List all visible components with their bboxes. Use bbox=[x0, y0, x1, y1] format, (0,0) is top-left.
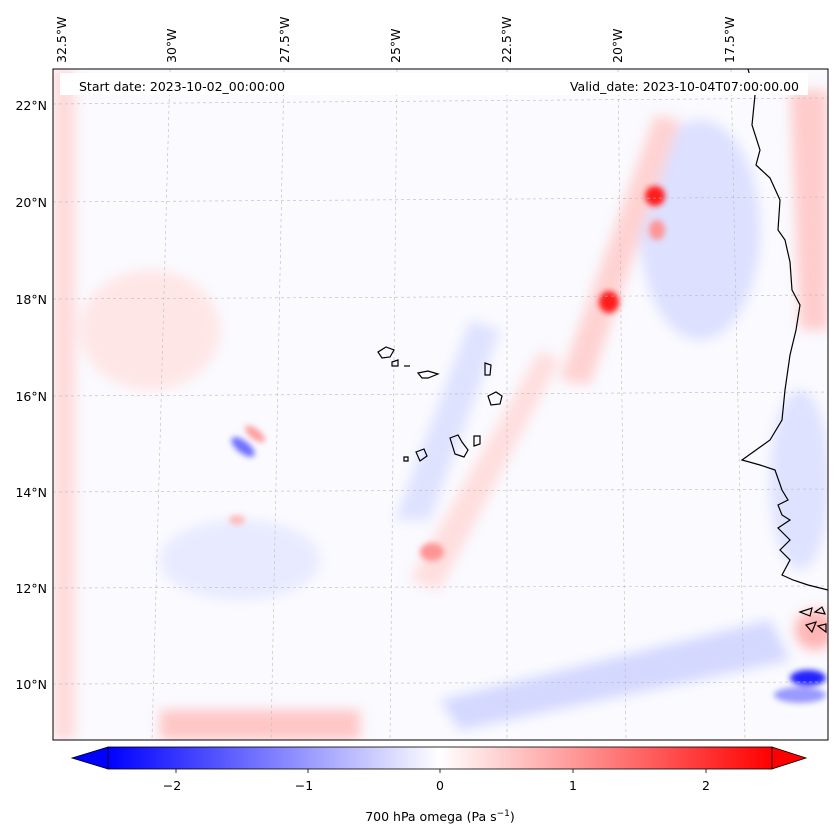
field-right-edge-positive bbox=[790, 90, 828, 330]
island-sao-nicolau bbox=[416, 370, 440, 379]
lon-label-22-5w: 22.5°W bbox=[499, 17, 514, 63]
colorbar-label: 700 hPa omega (Pa s−1) bbox=[365, 809, 515, 824]
graticule bbox=[53, 69, 828, 740]
field-min-southeast bbox=[790, 670, 826, 686]
coastlines bbox=[377, 69, 828, 634]
island-brava bbox=[403, 456, 409, 462]
colorbar-ticklabel-1: 1 bbox=[569, 778, 577, 793]
colorbar-body bbox=[107, 746, 773, 770]
island-sao-vicente bbox=[391, 359, 399, 367]
colorbar-extend-min bbox=[70, 746, 109, 770]
gridline-lon-17-5w bbox=[730, 69, 746, 740]
lat-label-20n: 20°N bbox=[15, 195, 47, 210]
field-bottom-band-positive bbox=[160, 710, 360, 740]
coast-islands-bijagos bbox=[798, 606, 827, 634]
field-northeast-negative bbox=[640, 120, 760, 340]
lon-label-20w: 20°W bbox=[610, 28, 625, 63]
field-central-ridge-negative bbox=[395, 320, 500, 520]
colorbar-label-close: ) bbox=[510, 809, 515, 824]
map-frame bbox=[52, 68, 829, 741]
island-sal bbox=[484, 362, 492, 376]
field-max-upper bbox=[645, 186, 665, 206]
field-coast-negative bbox=[770, 390, 828, 570]
field-min-southeast-halo bbox=[774, 687, 826, 703]
field-max-lower bbox=[599, 291, 619, 313]
start-date-label: Start date: 2023-10-02_00:00:00 bbox=[79, 79, 285, 94]
colorbar-extend-max bbox=[771, 746, 808, 770]
field-upper-secondary bbox=[649, 220, 665, 240]
gridline-lon-20w bbox=[617, 69, 627, 740]
field-wave-positive bbox=[245, 425, 265, 443]
lon-label-27-5w: 27.5°W bbox=[277, 17, 292, 63]
lon-label-17-5w: 17.5°W bbox=[722, 17, 737, 63]
field-wave-positive-2 bbox=[229, 515, 245, 525]
gridline-lon-25w bbox=[389, 69, 398, 740]
colorbar-ticklabel-2: 2 bbox=[702, 778, 710, 793]
field-wave-negative bbox=[231, 437, 255, 457]
gridline-lon-27-5w bbox=[270, 69, 285, 740]
island-santo-antao bbox=[377, 346, 395, 359]
lon-label-25w: 25°W bbox=[388, 28, 403, 63]
omega-field bbox=[53, 69, 828, 740]
lat-label-14n: 14°N bbox=[15, 485, 47, 500]
island-fogo bbox=[415, 448, 428, 462]
latitude-labels: 22°N 20°N 18°N 16°N 14°N 12°N 10°N bbox=[15, 98, 47, 692]
colorbar-ticklabel-neg2: −2 bbox=[163, 778, 181, 793]
colorbar-label-exponent: −1 bbox=[497, 809, 510, 819]
lon-label-32-5w: 32.5°W bbox=[54, 17, 69, 63]
valid-date-label: Valid_date: 2023-10-04T07:00:00.00 bbox=[570, 79, 799, 94]
header-strip bbox=[60, 73, 808, 95]
island-maio bbox=[473, 435, 481, 447]
colorbar: −2 −1 0 1 2 700 hPa omega (Pa s−1) bbox=[70, 746, 808, 824]
field-west-patch-positive bbox=[80, 270, 220, 390]
field-corner-positive bbox=[795, 610, 828, 650]
colorbar-label-main: 700 hPa omega (Pa s bbox=[365, 809, 496, 824]
lat-label-10n: 10°N bbox=[15, 677, 47, 692]
colorbar-ticklabel-0: 0 bbox=[436, 778, 444, 793]
gridline-lon-30w bbox=[151, 69, 171, 740]
lat-label-22n: 22°N bbox=[15, 98, 47, 113]
field-southeast-band-negative bbox=[440, 620, 790, 730]
colorbar-ticklabel-neg1: −1 bbox=[295, 778, 313, 793]
field-left-edge-positive bbox=[53, 69, 75, 740]
field-south-positive-core bbox=[420, 543, 444, 561]
africa-coastline bbox=[740, 69, 828, 591]
field-southwest-patch-negative bbox=[160, 520, 320, 600]
field-diagonal-band-positive bbox=[410, 350, 560, 590]
lon-label-30w: 30°W bbox=[164, 28, 179, 63]
longitude-labels: 32.5°W 30°W 27.5°W 25°W 22.5°W 20°W 17.5… bbox=[54, 17, 737, 63]
island-boa-vista bbox=[487, 391, 503, 406]
island-santiago bbox=[449, 434, 469, 458]
map-panel bbox=[53, 69, 828, 740]
lat-label-18n: 18°N bbox=[15, 292, 47, 307]
lat-label-16n: 16°N bbox=[15, 389, 47, 404]
lat-label-12n: 12°N bbox=[15, 581, 47, 596]
